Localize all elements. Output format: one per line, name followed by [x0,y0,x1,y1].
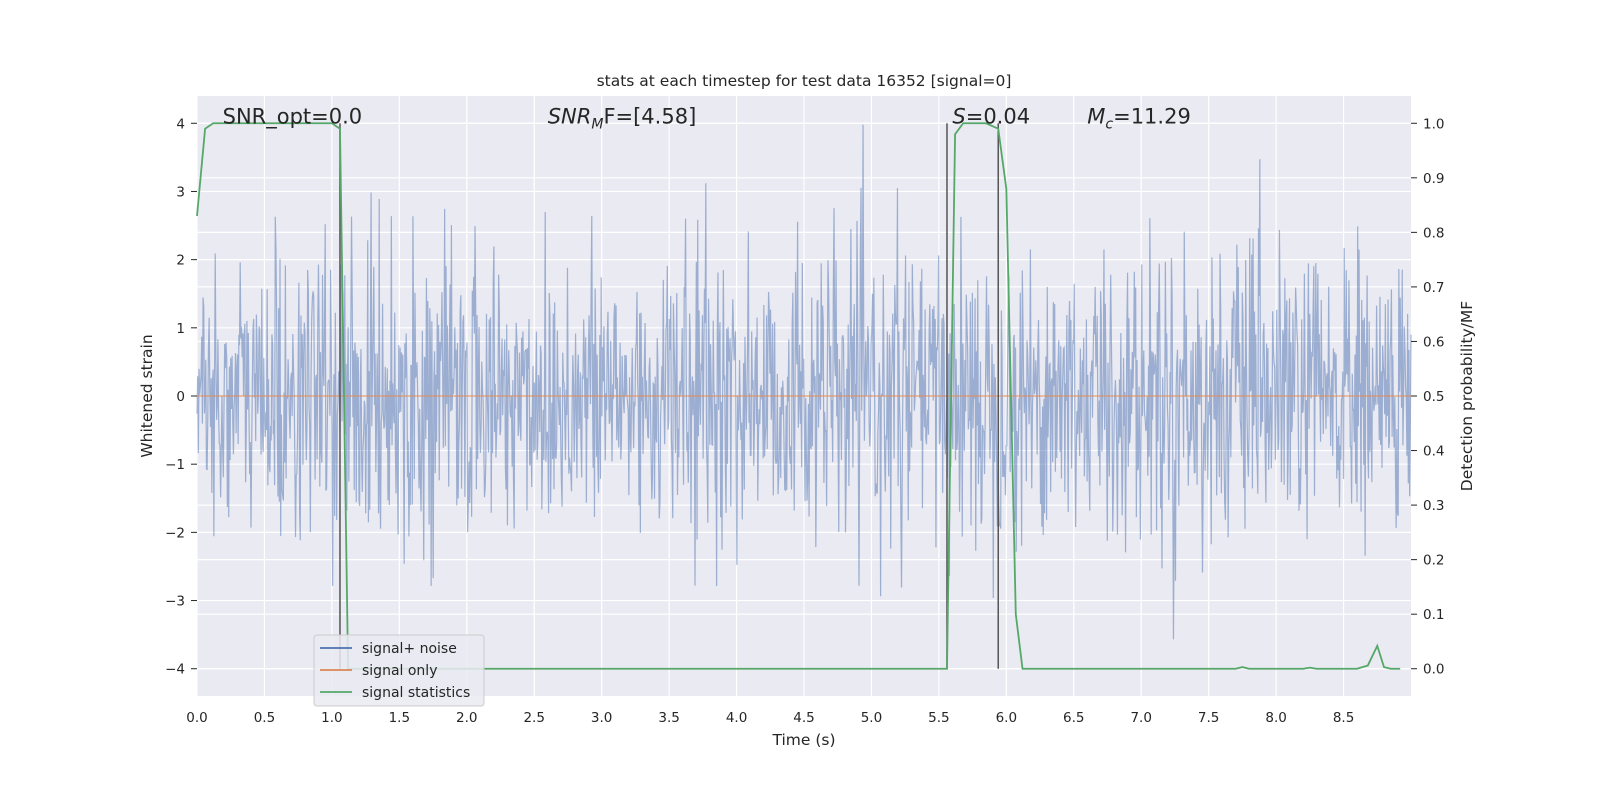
right-tick-label: 0.5 [1423,389,1444,405]
right-tick-label: 0.2 [1423,553,1444,569]
x-tick-label: 5.0 [861,710,882,726]
noise-series [196,124,1412,640]
right-tick-label: 1.0 [1423,116,1444,132]
right-tick-label: 0.6 [1423,334,1444,350]
right-tick-label: 0.4 [1423,444,1444,460]
annotation-text: S=0.04 [952,104,1030,128]
annotation-text: SNR_opt=0.0 [223,104,363,129]
left-tick-label: −4 [165,662,185,678]
x-axis-ticks: 0.0 0.5 1.0 1.5 2.0 2.5 3.0 3.5 4.0 4.5 5.0 5.5 6.0 6… [186,710,1354,726]
x-tick-label: 6.0 [996,710,1017,726]
x-axis-label: Time (s) [771,731,835,749]
annotation-text: Mc=11.29 [1087,104,1191,132]
x-tick-label: 4.0 [726,710,747,726]
legend-label-signal-only: signal only [362,663,437,679]
left-tick-label: 0 [176,389,185,405]
right-y-axis-ticks: 0.0 0.1 0.2 0.3 0.4 0.5 0.6 0.7 0.8 0.9 1.0 [1411,116,1444,678]
left-tick-label: 2 [176,253,185,269]
right-tick-label: 0.0 [1423,662,1444,678]
right-tick-label: 0.7 [1423,280,1444,296]
left-y-axis-ticks: −4 −3 −2 −1 0 1 2 3 4 [165,116,197,678]
annotations: SNR_opt=0.0 SNRMF=[4.58] S=0.04 Mc=11.29 [223,104,1191,132]
right-tick-label: 0.1 [1423,607,1444,623]
x-tick-label: 7.0 [1130,710,1151,726]
noise-line [196,124,1412,640]
x-tick-label: 0.0 [186,710,207,726]
statistics-line [196,122,1401,670]
legend-box [313,634,485,707]
left-tick-label: −3 [165,594,185,610]
left-tick-label: −1 [165,457,185,473]
annotation-text: SNRMF=[4.58] [548,104,697,132]
x-tick-label: 4.5 [793,710,814,726]
legend-label-noise: signal+ noise [362,641,457,657]
x-tick-label: 5.5 [928,710,949,726]
statistics-series [196,122,1401,670]
left-y-axis-label: Whitened strain [138,334,156,457]
vertical-markers [339,123,999,669]
left-tick-label: 4 [176,116,185,132]
legend: signal+ noise signal only signal statist… [313,634,485,707]
right-tick-label: 0.8 [1423,225,1444,241]
x-tick-label: 3.0 [591,710,612,726]
x-tick-label: 3.5 [658,710,679,726]
left-tick-label: −2 [165,525,185,541]
x-tick-label: 8.0 [1265,710,1286,726]
x-tick-label: 1.5 [389,710,410,726]
right-tick-label: 0.9 [1423,171,1444,187]
left-tick-label: 1 [176,321,185,337]
chart-title: stats at each timestep for test data 163… [597,72,1012,90]
right-y-axis-label: Detection probability/MF [1458,301,1476,492]
x-tick-label: 6.5 [1063,710,1084,726]
x-tick-label: 2.0 [456,710,477,726]
x-tick-label: 7.5 [1198,710,1219,726]
x-tick-label: 2.5 [523,710,544,726]
legend-label-statistics: signal statistics [362,685,470,701]
x-tick-label: 0.5 [254,710,275,726]
x-tick-label: 1.0 [321,710,342,726]
left-tick-label: 3 [176,184,185,200]
x-tick-label: 8.5 [1333,710,1354,726]
right-tick-label: 0.3 [1423,498,1444,514]
